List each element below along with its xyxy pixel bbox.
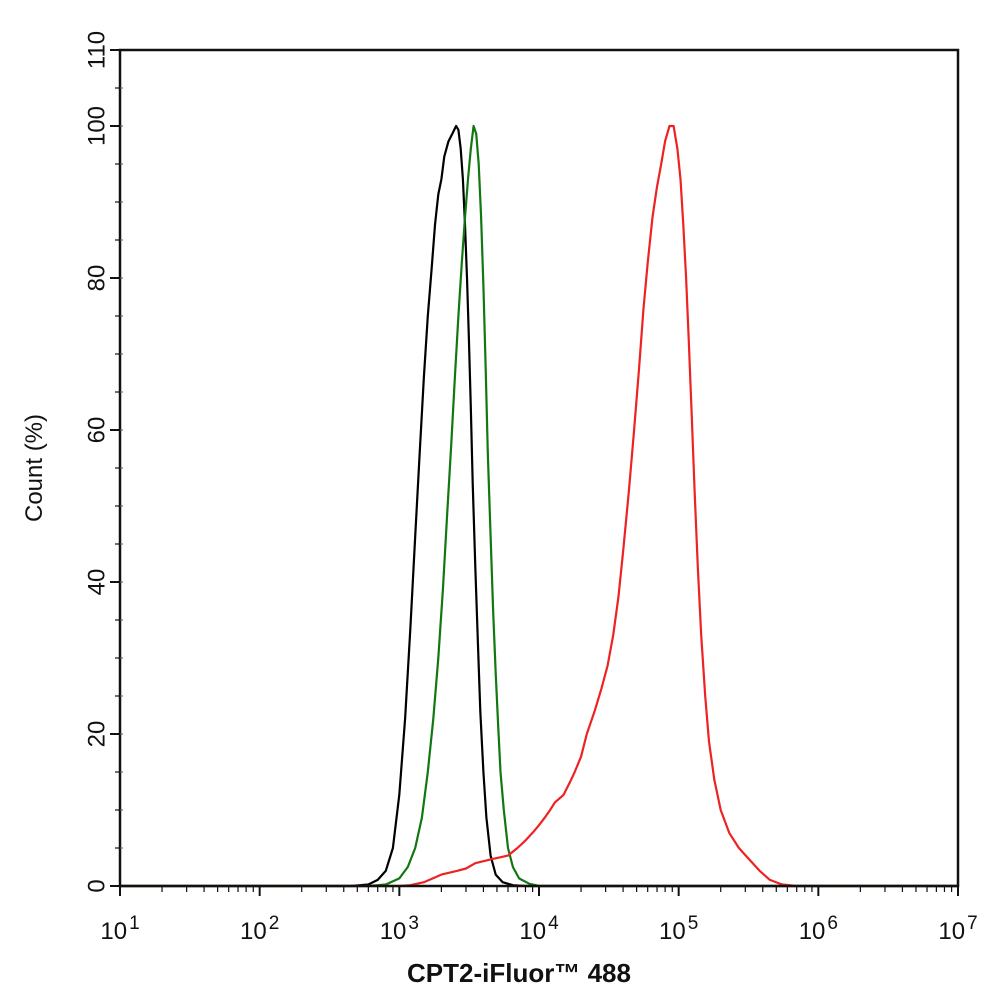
x-tick-label: 10 7: [938, 913, 977, 945]
x-tick-label: 10 1: [100, 913, 139, 945]
x-tick-label: 10 6: [799, 913, 838, 945]
y-tick-label: 60: [83, 417, 110, 444]
plot-frame: [118, 48, 960, 888]
series-line-1: [120, 124, 958, 888]
x-tick-label: 10 5: [659, 913, 698, 945]
series-lines: [120, 124, 958, 888]
y-tick-label: 40: [83, 569, 110, 596]
series-line-3: [120, 124, 958, 888]
y-tick-label: 80: [83, 265, 110, 292]
y-axis-title: Count (%): [21, 414, 48, 522]
x-axis-title: CPT2-iFluor™ 488: [407, 958, 631, 988]
y-tick-label: 20: [83, 721, 110, 748]
y-tick-label: 100: [83, 106, 110, 146]
x-tick-label: 10 4: [519, 913, 559, 945]
tick-labels: 0 20 40 60 80 100 110 10 1 10 2 10 3 10 4 10 5 10 6 10 7: [83, 31, 977, 945]
axis-ticks: [110, 49, 959, 896]
y-tick-label: 0: [83, 879, 110, 892]
y-tick-label: 110: [83, 31, 110, 69]
series-line-2: [120, 124, 958, 888]
x-tick-label: 10 2: [240, 913, 279, 945]
x-tick-label: 10 3: [380, 913, 419, 945]
